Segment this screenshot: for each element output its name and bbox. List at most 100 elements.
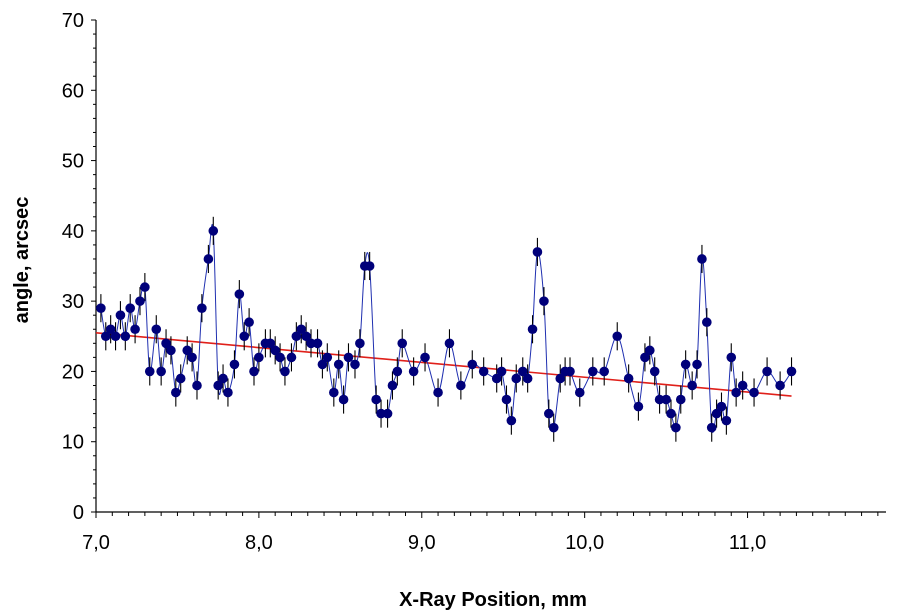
data-point bbox=[343, 352, 354, 363]
y-tick-label: 30 bbox=[62, 291, 84, 313]
data-point bbox=[786, 366, 797, 377]
data-point bbox=[244, 317, 254, 328]
data-point bbox=[517, 366, 528, 377]
data-point bbox=[649, 366, 660, 377]
series-line bbox=[100, 223, 792, 433]
trend-line bbox=[95, 331, 792, 397]
data-point bbox=[661, 394, 671, 405]
data-point bbox=[296, 324, 307, 335]
data-point bbox=[612, 331, 623, 342]
data-point bbox=[762, 366, 772, 377]
data-point bbox=[192, 380, 202, 391]
data-point bbox=[382, 408, 393, 419]
x-tick-label: 11,0 bbox=[729, 532, 766, 554]
data-point bbox=[702, 317, 712, 328]
data-point bbox=[280, 366, 290, 377]
data-point bbox=[532, 247, 543, 257]
data-point bbox=[574, 387, 585, 398]
data-series-layer bbox=[96, 216, 797, 442]
data-point bbox=[175, 373, 186, 384]
data-point bbox=[633, 401, 644, 412]
data-point bbox=[130, 324, 140, 335]
data-point bbox=[511, 373, 522, 384]
y-tick-label: 0 bbox=[73, 502, 84, 524]
y-tick-label: 60 bbox=[62, 80, 84, 102]
data-point bbox=[144, 366, 155, 377]
data-point bbox=[182, 345, 193, 356]
data-point bbox=[275, 352, 285, 363]
data-point bbox=[333, 359, 344, 370]
y-tick-label: 20 bbox=[62, 361, 84, 383]
data-point bbox=[711, 408, 722, 419]
data-point bbox=[737, 380, 748, 391]
data-point bbox=[203, 254, 214, 264]
x-tick-label: 8,0 bbox=[245, 532, 273, 554]
data-point bbox=[687, 380, 697, 391]
data-point bbox=[408, 366, 419, 377]
data-point bbox=[338, 394, 349, 405]
data-point bbox=[645, 345, 655, 356]
data-point bbox=[692, 359, 702, 370]
y-tick-label: 40 bbox=[62, 221, 84, 243]
data-point bbox=[588, 366, 598, 377]
data-point bbox=[135, 296, 145, 306]
x-axis: 7,0 8,0 9,0 10,0 11,0 bbox=[82, 511, 886, 554]
y-tick-label: 70 bbox=[62, 10, 84, 32]
data-point bbox=[254, 352, 264, 363]
data-point bbox=[721, 415, 732, 426]
data-point bbox=[527, 324, 538, 335]
data-point bbox=[697, 254, 707, 264]
data-point bbox=[125, 303, 136, 313]
data-point bbox=[301, 331, 311, 342]
data-point bbox=[539, 296, 549, 306]
x-tick-label: 9,0 bbox=[408, 532, 436, 554]
data-point bbox=[120, 331, 131, 342]
x-tick-label: 7,0 bbox=[82, 532, 110, 554]
data-point bbox=[522, 373, 533, 384]
data-point bbox=[171, 387, 181, 398]
data-point bbox=[161, 338, 171, 349]
data-point bbox=[110, 331, 121, 342]
data-point bbox=[506, 415, 517, 426]
data-point bbox=[364, 261, 375, 271]
data-point bbox=[623, 373, 634, 384]
trend-line-layer bbox=[95, 331, 792, 397]
data-point bbox=[105, 324, 116, 335]
data-point bbox=[140, 282, 150, 292]
data-point bbox=[544, 408, 554, 419]
data-point bbox=[680, 359, 691, 370]
data-point bbox=[731, 387, 741, 398]
data-point bbox=[249, 366, 259, 377]
data-point bbox=[775, 380, 785, 391]
data-point bbox=[265, 338, 276, 349]
data-point bbox=[548, 422, 559, 433]
data-point bbox=[100, 331, 111, 342]
data-point bbox=[496, 366, 507, 377]
data-point bbox=[286, 352, 297, 363]
data-point bbox=[491, 373, 502, 384]
data-point bbox=[392, 366, 403, 377]
data-point bbox=[706, 422, 717, 433]
data-point bbox=[501, 394, 512, 405]
data-point bbox=[208, 226, 219, 236]
data-point bbox=[420, 352, 430, 363]
y-tick-label: 10 bbox=[62, 432, 84, 454]
data-point bbox=[478, 366, 489, 377]
data-point bbox=[317, 359, 328, 370]
data-point bbox=[444, 338, 455, 349]
x-tick-label: 10,0 bbox=[565, 532, 604, 554]
data-point bbox=[397, 338, 408, 349]
y-axis-title: angle, arcsec bbox=[11, 197, 33, 324]
data-point bbox=[565, 366, 575, 377]
data-point bbox=[355, 338, 365, 349]
data-point bbox=[555, 373, 566, 384]
data-point bbox=[229, 359, 240, 370]
data-point bbox=[599, 366, 610, 377]
data-point bbox=[671, 422, 681, 433]
data-point bbox=[223, 387, 233, 398]
data-point bbox=[270, 345, 280, 356]
x-axis-title: X-Ray Position, mm bbox=[399, 589, 587, 611]
data-point bbox=[166, 345, 176, 356]
data-point bbox=[218, 373, 228, 384]
